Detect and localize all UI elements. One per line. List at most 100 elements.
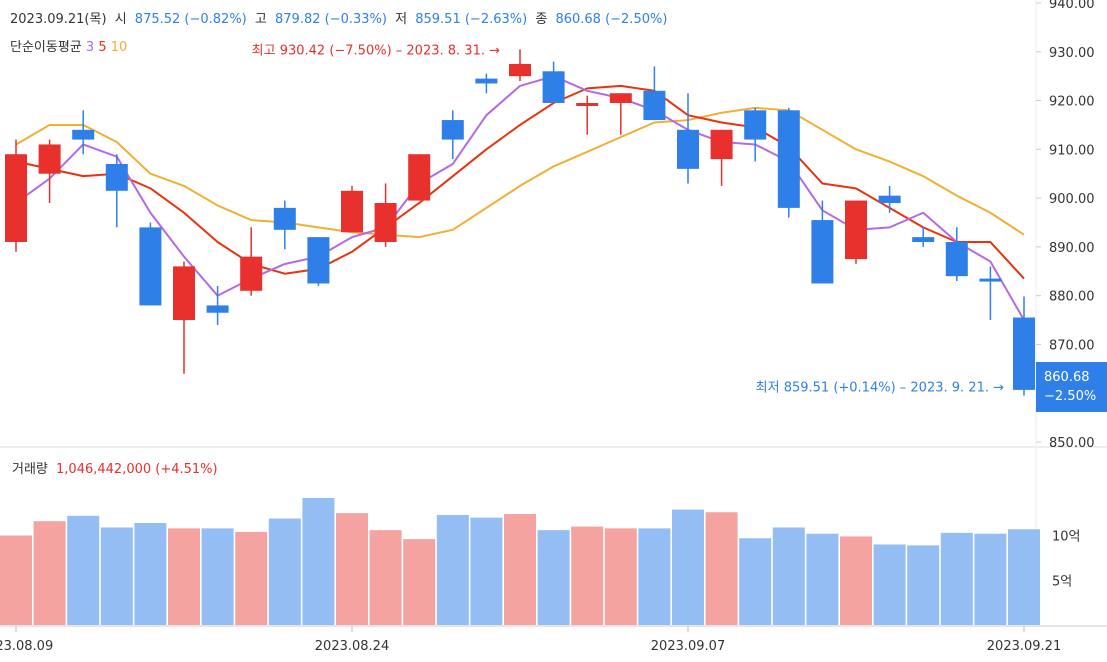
candle-body bbox=[408, 154, 431, 201]
price-tick-label: 930.00 bbox=[1049, 46, 1095, 61]
ma10-line bbox=[15, 106, 1025, 239]
candle-body bbox=[979, 278, 1002, 282]
candle-body bbox=[475, 78, 498, 84]
volume-bar bbox=[806, 533, 839, 625]
current-price-value: 860.68 bbox=[1044, 370, 1090, 385]
price-tick-label: 920.00 bbox=[1049, 95, 1095, 110]
volume-bar bbox=[134, 523, 167, 625]
candle-body bbox=[677, 129, 699, 169]
volume-bar bbox=[168, 528, 200, 625]
volume-bar bbox=[638, 528, 671, 625]
candle-body bbox=[609, 93, 632, 103]
volume-legend-value: 1,046,442,000 (+4.51%) bbox=[56, 462, 218, 477]
candle-body bbox=[643, 90, 666, 121]
candle-body bbox=[811, 220, 834, 284]
volume-bar bbox=[470, 517, 503, 625]
candle-body bbox=[5, 154, 27, 243]
volume-bar bbox=[336, 513, 368, 625]
high-value: 879.82 (−0.33%) bbox=[275, 12, 387, 27]
volume-bar bbox=[705, 512, 738, 625]
candle-body bbox=[744, 110, 767, 140]
ma5-line bbox=[15, 84, 1025, 280]
volume-bar bbox=[33, 521, 66, 625]
candle-body bbox=[542, 71, 565, 103]
x-tick-label: 2023.09.21 bbox=[987, 639, 1061, 654]
volume-bar bbox=[67, 515, 100, 625]
volume-tick-label: 10억 bbox=[1052, 530, 1081, 545]
low-annotation: 최저 859.51 (+0.14%) – 2023. 9. 21. → bbox=[756, 381, 1004, 396]
ma3-legend: 3 bbox=[85, 40, 95, 55]
x-tick-label: 2023.08.09 bbox=[0, 639, 53, 654]
volume-bar bbox=[268, 518, 301, 625]
candle-body bbox=[1013, 317, 1035, 390]
volume-bar bbox=[537, 530, 570, 625]
volume-bar bbox=[840, 536, 872, 625]
volume-bar bbox=[739, 538, 772, 625]
open-value: 875.52 (−0.82%) bbox=[134, 12, 247, 27]
close-label: 종 bbox=[535, 12, 548, 27]
volume-bar bbox=[907, 545, 940, 625]
ohlc-info: 2023.09.21(목) 시 875.52 (−0.82%) 고 879.82… bbox=[10, 8, 671, 27]
volume-bar bbox=[504, 514, 536, 625]
volume-bar bbox=[974, 533, 1007, 625]
volume-bar bbox=[0, 535, 32, 625]
candle-body bbox=[38, 144, 61, 174]
candle-body bbox=[845, 200, 867, 260]
volume-bar bbox=[940, 532, 973, 625]
current-price-change: −2.50% bbox=[1044, 389, 1097, 404]
close-value: 860.68 (−2.50%) bbox=[555, 12, 668, 27]
candle-body bbox=[441, 120, 464, 140]
candle-body bbox=[912, 237, 935, 243]
price-tick-label: 870.00 bbox=[1049, 338, 1095, 353]
candle-body bbox=[878, 195, 901, 203]
volume-bar bbox=[772, 527, 805, 625]
candle-body bbox=[374, 202, 397, 243]
ma-legend[interactable]: 단순이동평균 3 5 10 bbox=[10, 36, 127, 55]
volume-legend: 거래량 1,046,442,000 (+4.51%) bbox=[12, 458, 218, 477]
volume-bar bbox=[369, 530, 402, 625]
candle-body bbox=[273, 207, 296, 230]
volume-bar bbox=[302, 497, 335, 625]
volume-bar bbox=[1008, 529, 1040, 625]
high-annotation: 최고 930.42 (−7.50%) – 2023. 8. 31. → bbox=[252, 44, 500, 59]
ma10-legend: 10 bbox=[110, 40, 128, 55]
low-value: 859.51 (−2.63%) bbox=[415, 12, 528, 27]
volume-bar bbox=[235, 531, 268, 625]
volume-bar bbox=[436, 514, 469, 625]
volume-bar bbox=[672, 509, 704, 625]
low-label: 저 bbox=[395, 12, 408, 27]
candle-body bbox=[307, 237, 330, 284]
candle-body bbox=[509, 63, 531, 77]
candle-body bbox=[240, 256, 263, 291]
price-tick-label: 890.00 bbox=[1049, 241, 1095, 256]
x-tick-label: 2023.09.07 bbox=[651, 639, 725, 654]
candle-body bbox=[72, 129, 95, 140]
volume-bar bbox=[571, 526, 604, 625]
volume-bar bbox=[604, 528, 637, 625]
volume-tick-label: 5억 bbox=[1052, 574, 1072, 589]
open-label: 시 bbox=[114, 12, 127, 27]
price-tick-label: 850.00 bbox=[1049, 436, 1095, 451]
candle-body bbox=[945, 242, 968, 277]
volume-bar bbox=[403, 539, 436, 625]
price-tick-label: 940.00 bbox=[1049, 0, 1095, 12]
candle-body bbox=[710, 129, 733, 160]
candle-body bbox=[173, 266, 195, 321]
current-price-badge: 860.68 −2.50% bbox=[1036, 362, 1107, 412]
volume-bar bbox=[201, 528, 234, 625]
price-tick-label: 880.00 bbox=[1049, 290, 1095, 305]
x-tick-label: 2023.08.24 bbox=[315, 639, 389, 654]
candle-body bbox=[576, 102, 599, 106]
volume-legend-label: 거래량 bbox=[12, 462, 48, 477]
candle-body bbox=[139, 227, 162, 306]
candle-body bbox=[777, 110, 800, 208]
volume-bar bbox=[873, 544, 906, 625]
candle-body bbox=[341, 190, 363, 233]
ma5-legend: 5 bbox=[98, 40, 107, 55]
ma-legend-label: 단순이동평균 bbox=[10, 40, 82, 55]
candle-body bbox=[105, 163, 128, 191]
date-label: 2023.09.21(목) bbox=[10, 12, 107, 27]
price-tick-label: 910.00 bbox=[1049, 143, 1095, 158]
candle-body bbox=[206, 305, 229, 313]
